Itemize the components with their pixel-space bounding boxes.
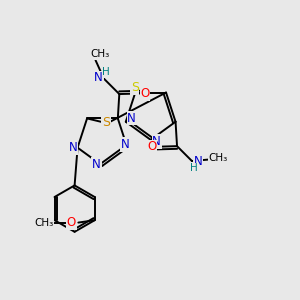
Text: N: N	[194, 155, 202, 168]
Text: N: N	[92, 158, 101, 171]
Text: O: O	[67, 216, 76, 229]
Text: H: H	[190, 163, 197, 173]
Text: CH₃: CH₃	[90, 49, 110, 59]
Text: N: N	[94, 71, 103, 84]
Text: N: N	[128, 112, 136, 125]
Text: N: N	[121, 138, 129, 151]
Text: CH₃: CH₃	[208, 153, 228, 163]
Text: S: S	[102, 116, 110, 128]
Text: O: O	[140, 87, 150, 100]
Text: N: N	[152, 135, 161, 148]
Text: O: O	[147, 140, 156, 153]
Text: S: S	[131, 81, 139, 94]
Text: H: H	[102, 67, 110, 77]
Text: N: N	[69, 141, 78, 154]
Text: CH₃: CH₃	[34, 218, 53, 228]
